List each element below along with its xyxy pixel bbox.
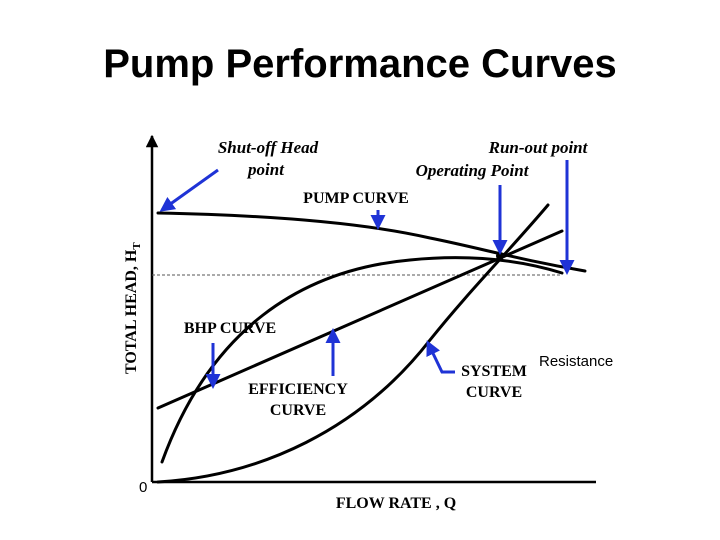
y-axis-label-subscript: T [131,242,143,250]
bhp-curve-label: BHP CURVE [184,320,276,337]
origin-label: 0 [139,479,147,496]
y-axis-label-main: TOTAL HEAD, H [123,249,140,374]
efficiency-curve-label-line1: EFFICIENCY [248,381,348,398]
pump-curve [156,211,587,273]
x-axis-label: FLOW RATE , Q [336,495,456,512]
system-curve [156,203,550,484]
runout-point-label: Run-out point [488,138,589,157]
y-axis-label: TOTAL HEAD, HT [123,242,143,374]
operating-point-label: Operating Point [416,161,530,180]
system-curve-label-line1: SYSTEM [461,363,527,380]
efficiency-curve-label-line2: CURVE [270,402,326,419]
pump-curve-label: PUMP CURVE [303,190,409,207]
page-title: Pump Performance Curves [103,42,617,86]
operating-point-marker [496,252,504,260]
shutoff-head-label: Shut-off Head [218,138,319,157]
system-curve-arrow [426,340,455,374]
shutoff-head-arrow [159,168,219,212]
shutoff-point-label: point [246,160,285,179]
system-curve-label-line2: CURVE [466,384,522,401]
efficiency-curve [160,256,564,464]
resistance-label: Resistance [539,353,614,370]
